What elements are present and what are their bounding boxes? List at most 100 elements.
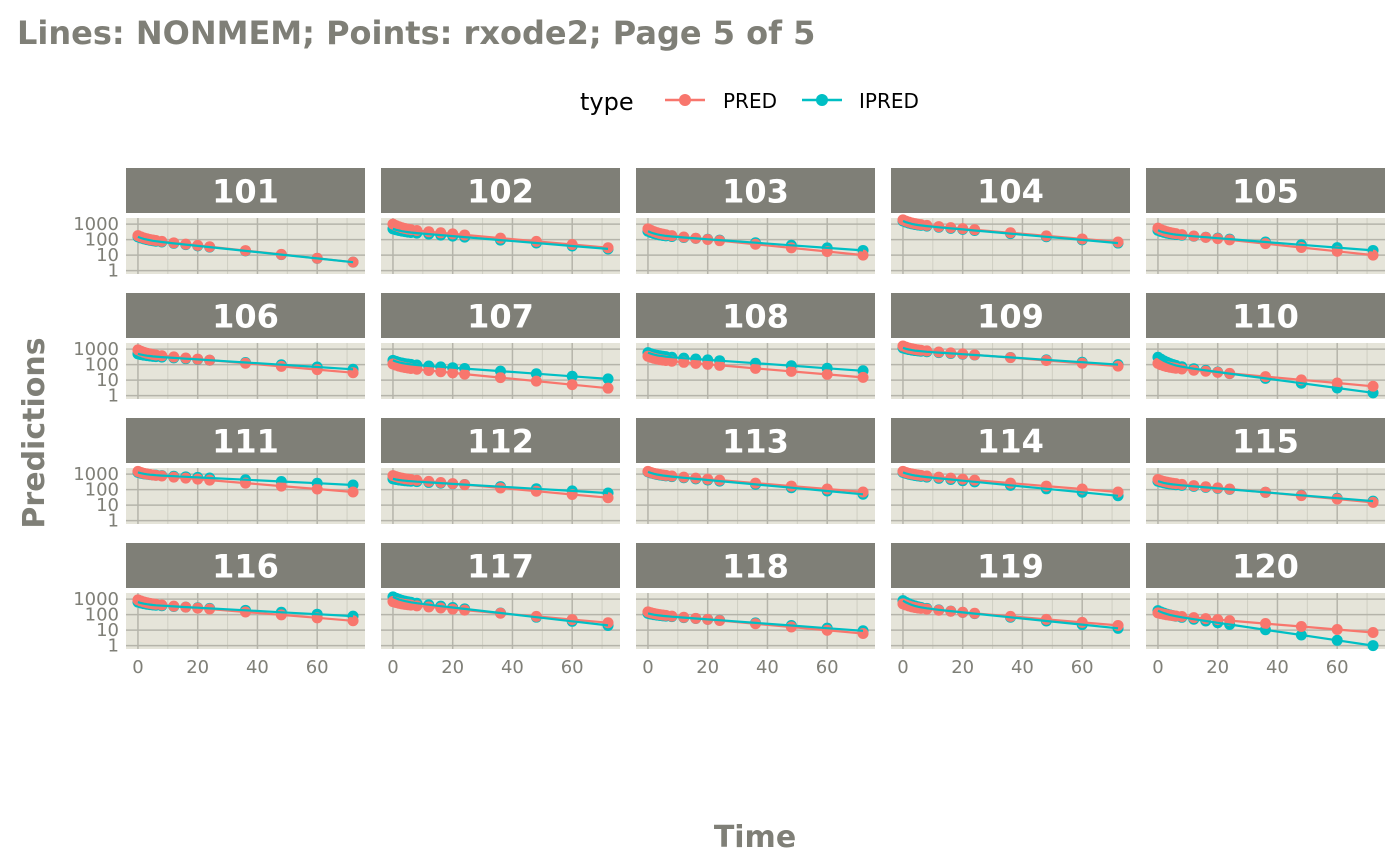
y-tick-label: 10 xyxy=(96,495,119,516)
pred-point xyxy=(1367,380,1379,392)
ipred-point xyxy=(1367,640,1379,652)
facet-strip xyxy=(1146,418,1385,463)
facet-strip-label: 102 xyxy=(467,173,534,211)
y-tick-label: 1 xyxy=(108,511,119,532)
facet-strip-label: 109 xyxy=(977,298,1044,336)
facet-strip xyxy=(126,293,365,338)
pred-point xyxy=(602,492,614,504)
y-tick-label: 1000 xyxy=(73,464,119,485)
x-tick-label: 60 xyxy=(306,657,329,678)
x-tick-label: 20 xyxy=(441,657,464,678)
facet-strip-label: 104 xyxy=(977,173,1044,211)
facet-panel-113: 113 xyxy=(636,418,875,524)
facet-panel-104: 104 xyxy=(891,168,1130,274)
y-tick-label: 1 xyxy=(108,636,119,657)
facet-strip-label: 118 xyxy=(722,548,789,586)
facet-panel-107: 107 xyxy=(381,293,620,399)
facet-panel-103: 103 xyxy=(636,168,875,274)
pred-line xyxy=(392,223,609,249)
x-tick-label: 60 xyxy=(1326,657,1349,678)
facet-strip-label: 113 xyxy=(722,423,789,461)
x-tick-label: 0 xyxy=(387,657,398,678)
facet-strip-label: 106 xyxy=(212,298,279,336)
facet-strip-label: 103 xyxy=(722,173,789,211)
facet-strip-label: 110 xyxy=(1232,298,1299,336)
y-tick-label: 100 xyxy=(85,480,119,501)
pred-point xyxy=(857,249,869,261)
facet-strip-label: 107 xyxy=(467,298,534,336)
x-tick-label: 60 xyxy=(816,657,839,678)
x-tick-label: 20 xyxy=(1206,657,1229,678)
x-tick-label: 0 xyxy=(132,657,143,678)
y-tick-label: 100 xyxy=(85,605,119,626)
facet-strip-label: 116 xyxy=(212,548,279,586)
chart-title: Lines: NONMEM; Points: rxode2; Page 5 of… xyxy=(17,14,815,52)
y-tick-label: 100 xyxy=(85,230,119,251)
ipred-line xyxy=(647,351,864,372)
facet-panel-112: 112 xyxy=(381,418,620,524)
ipred-line xyxy=(1157,480,1374,503)
facet-panel-102: 102 xyxy=(381,168,620,274)
facet-strip xyxy=(891,168,1130,213)
legend-label-ipred: IPRED xyxy=(859,89,919,113)
facet-strip xyxy=(126,418,365,463)
facet-panel-115: 115 xyxy=(1146,418,1385,524)
x-tick-label: 60 xyxy=(561,657,584,678)
facet-strip xyxy=(636,293,875,338)
x-tick-label: 40 xyxy=(1266,657,1289,678)
pred-point xyxy=(857,371,869,383)
facet-panel-117: 117 0 20 40 60 xyxy=(381,543,620,678)
ipred-line xyxy=(392,595,609,627)
x-tick-label: 40 xyxy=(1011,657,1034,678)
legend-title: type xyxy=(580,88,634,116)
y-tick-label: 10 xyxy=(96,245,119,266)
ipred-line xyxy=(1157,229,1374,252)
facet-strip xyxy=(1146,168,1385,213)
facet-strip xyxy=(891,418,1130,463)
facet-strip-label: 108 xyxy=(722,298,789,336)
ipred-line xyxy=(902,346,1119,366)
ipred-line xyxy=(647,230,864,252)
facet-strip xyxy=(891,293,1130,338)
ipred-line xyxy=(392,359,609,380)
x-tick-label: 20 xyxy=(186,657,209,678)
facet-strip-label: 115 xyxy=(1232,423,1299,461)
facet-panel-110: 110 xyxy=(1146,293,1385,399)
facet-strip xyxy=(1146,293,1385,338)
pred-point xyxy=(1367,249,1379,261)
x-axis-title: Time xyxy=(714,820,796,855)
facet-strip xyxy=(636,168,875,213)
pred-point xyxy=(602,242,614,254)
y-tick-label: 1000 xyxy=(73,214,119,235)
facet-strip xyxy=(891,543,1130,588)
pred-line xyxy=(392,362,609,390)
ipred-line xyxy=(137,352,354,371)
pred-point xyxy=(347,615,359,627)
pred-point xyxy=(347,486,359,498)
facet-strip-label: 117 xyxy=(467,548,534,586)
facet-strip-label: 112 xyxy=(467,423,534,461)
y-tick-label: 1000 xyxy=(73,339,119,360)
facet-panel-120: 120 0 20 40 60 xyxy=(1146,543,1385,678)
facet-strip-label: 111 xyxy=(212,423,279,461)
facet-strip xyxy=(126,168,365,213)
facet-strip-label: 114 xyxy=(977,423,1044,461)
ipred-line xyxy=(392,227,609,250)
facet-strip xyxy=(126,543,365,588)
legend: PRED IPRED xyxy=(665,89,919,113)
facet-strip xyxy=(636,418,875,463)
facet-strip-label: 120 xyxy=(1232,548,1299,586)
pred-point xyxy=(347,256,359,268)
facet-panel-119: 119 0 20 40 60 xyxy=(891,543,1130,678)
pred-line xyxy=(1157,362,1374,388)
ipred-line xyxy=(392,477,609,495)
ipred-line xyxy=(1157,609,1374,647)
x-tick-label: 40 xyxy=(501,657,524,678)
x-tick-label: 40 xyxy=(246,657,269,678)
pred-point xyxy=(602,382,614,394)
facet-strip-label: 101 xyxy=(212,173,279,211)
x-tick-label: 0 xyxy=(1152,657,1163,678)
